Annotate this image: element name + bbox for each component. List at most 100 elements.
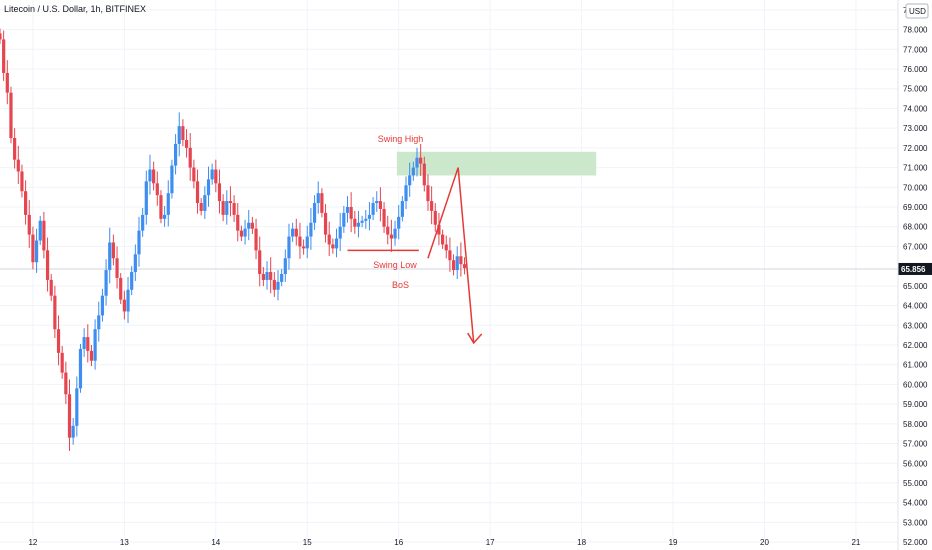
x-tick-label: 14	[211, 538, 220, 547]
candle-body	[217, 183, 222, 202]
candle-body	[173, 143, 178, 166]
candle-body	[137, 230, 141, 255]
candle-body	[163, 214, 167, 219]
candle-body	[448, 250, 452, 261]
y-tick-label: 57.000	[903, 440, 928, 449]
candle-body	[327, 234, 331, 245]
candle-body	[170, 165, 174, 194]
swing-low-label: Swing Low	[373, 260, 417, 270]
candle-body	[415, 157, 419, 168]
candle-body	[397, 216, 401, 229]
candle-body	[353, 218, 357, 227]
candle-body	[45, 250, 50, 280]
candle-body	[228, 201, 233, 204]
candle-body	[309, 222, 313, 237]
candle-body	[31, 234, 35, 263]
y-tick-label: 55.000	[903, 479, 928, 488]
y-tick-label: 61.000	[903, 361, 928, 370]
candle-body	[371, 203, 375, 215]
candle-body	[86, 337, 90, 351]
bos-label: BoS	[392, 280, 409, 290]
candle-body	[34, 240, 39, 263]
y-tick-label: 59.000	[903, 400, 928, 409]
x-tick-label: 12	[28, 538, 37, 547]
y-tick-label: 74.000	[903, 104, 928, 113]
candle-body	[56, 329, 61, 353]
candle-body	[122, 299, 126, 312]
candle-body	[389, 234, 393, 239]
candle-body	[152, 169, 156, 184]
candle-body	[400, 201, 404, 217]
candle-body	[111, 242, 115, 259]
candle-body	[2, 39, 6, 73]
candle-body	[342, 212, 346, 227]
annotations: Swing High Swing Low BoS	[347, 134, 483, 345]
candle-body	[27, 214, 31, 235]
candle-body	[287, 236, 291, 259]
candle-body	[184, 139, 189, 148]
candle-body	[214, 169, 218, 184]
candle-body	[203, 195, 207, 211]
candle-body	[265, 272, 269, 280]
currency-badge[interactable]: USD	[905, 3, 929, 19]
candle-body	[192, 167, 196, 182]
candle-body	[93, 329, 97, 361]
candle-body	[199, 203, 203, 211]
candle-body	[9, 92, 13, 138]
supply-zone-rect	[396, 151, 597, 176]
candle-body	[451, 260, 456, 271]
candle-body	[426, 185, 430, 202]
candle-body	[177, 126, 181, 144]
swing-high-label: Swing High	[378, 134, 424, 144]
candle-body	[440, 234, 445, 245]
candle-body	[422, 163, 426, 186]
candle-body	[67, 394, 72, 438]
candle-body	[331, 244, 335, 249]
y-tick-label: 72.000	[903, 144, 928, 153]
y-tick-label: 60.000	[903, 380, 928, 389]
candle-body	[411, 167, 415, 176]
candle-body	[100, 295, 105, 316]
candle-body	[60, 352, 64, 373]
x-tick-label: 18	[577, 538, 586, 547]
candle-body	[272, 279, 276, 290]
candle-body	[119, 277, 123, 300]
candle-body	[115, 258, 119, 278]
candle-body	[393, 228, 397, 239]
candle-body	[20, 171, 24, 192]
currency-badge-text: USD	[909, 7, 926, 16]
candle-body	[166, 193, 170, 215]
candle-body	[75, 388, 79, 426]
candle-body	[334, 238, 339, 249]
candle-body	[320, 193, 324, 213]
candle-body	[64, 372, 68, 395]
y-tick-label: 68.000	[903, 223, 928, 232]
candle-body	[386, 226, 390, 235]
candle-body	[444, 244, 448, 251]
candle-body	[254, 228, 258, 251]
candle-body	[298, 236, 302, 247]
candle-body	[382, 208, 386, 227]
candle-body	[250, 222, 254, 229]
candle-body	[16, 159, 20, 172]
y-tick-label: 54.000	[903, 499, 928, 508]
candle-body	[294, 228, 298, 237]
candle-body	[462, 264, 467, 269]
last-price-tag	[898, 262, 932, 275]
x-axis: 12 13 14 15 16 17 18 19 20 21	[28, 538, 860, 547]
candle-body	[258, 250, 262, 275]
candle-body	[459, 256, 463, 265]
candle-body	[261, 274, 265, 280]
y-tick-label: 58.000	[903, 420, 928, 429]
candles	[0, 28, 467, 451]
candle-body	[419, 157, 423, 164]
projection-arrow-path	[427, 167, 475, 344]
y-tick-label: 63.000	[903, 321, 928, 330]
candle-body	[221, 201, 225, 215]
candle-body	[38, 220, 42, 241]
candle-body	[269, 272, 273, 280]
candle-body	[210, 169, 214, 180]
candle-body	[195, 181, 200, 204]
candle-body	[159, 195, 163, 219]
